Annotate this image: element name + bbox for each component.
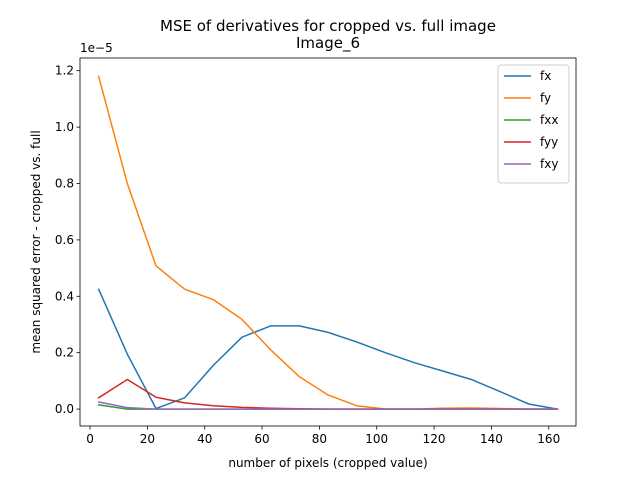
x-tick-label: 40 [197, 432, 212, 446]
legend-label-fyy: fyy [540, 135, 558, 149]
y-tick-label: 0.0 [55, 402, 74, 416]
chart-subtitle: Image_6 [296, 34, 360, 53]
legend-label-fxy: fxy [540, 157, 558, 171]
y-tick-label: 1.2 [55, 64, 74, 78]
legend: fx fy fxx fyy fxy [497, 64, 570, 184]
x-tick-label: 100 [365, 432, 388, 446]
y-tick-label: 0.8 [55, 176, 74, 190]
legend-label-fy: fy [540, 91, 551, 105]
legend-frame [497, 64, 570, 184]
y-tick-label: 0.4 [55, 289, 74, 303]
chart-title: MSE of derivatives for cropped vs. full … [160, 17, 496, 35]
series-line-fx [97, 288, 559, 410]
y-axis: 0.0 0.2 0.4 0.6 0.8 1.0 1.2 [55, 64, 80, 416]
x-axis: 0 20 40 60 80 100 120 140 160 [86, 426, 560, 446]
x-axis-label: number of pixels (cropped value) [228, 456, 427, 470]
x-tick-label: 120 [423, 432, 446, 446]
x-tick-label: 140 [480, 432, 503, 446]
series-line-fxy [97, 401, 559, 410]
legend-label-fxx: fxx [540, 113, 558, 127]
x-tick-label: 0 [86, 432, 94, 446]
x-tick-label: 60 [254, 432, 269, 446]
y-offset-label: 1e−5 [80, 41, 113, 55]
y-tick-label: 0.6 [55, 233, 74, 247]
x-tick-label: 80 [312, 432, 327, 446]
y-axis-label: mean squared error - cropped vs. full [29, 130, 43, 353]
series-line-fy [97, 75, 559, 410]
y-tick-label: 0.2 [55, 346, 74, 360]
legend-label-fx: fx [540, 69, 551, 83]
plot-area [97, 75, 559, 410]
y-tick-label: 1.0 [55, 120, 74, 134]
x-tick-label: 160 [537, 432, 560, 446]
x-tick-label: 20 [140, 432, 155, 446]
axes-frame [79, 57, 577, 427]
